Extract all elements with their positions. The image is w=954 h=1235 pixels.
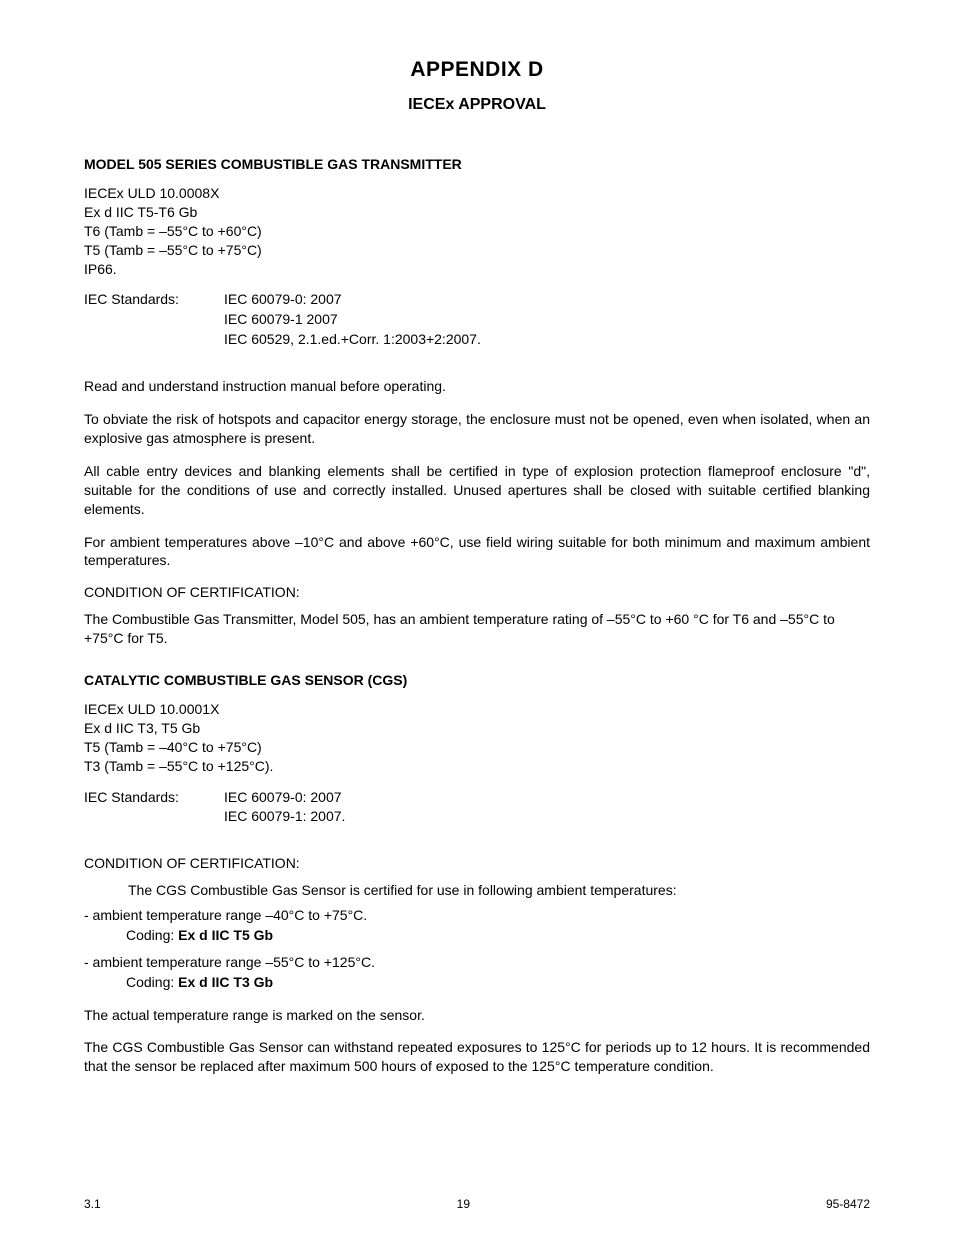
condition-text: The Combustible Gas Transmitter, Model 5… [84,610,870,648]
coding-value: Ex d IIC T5 Gb [178,927,273,943]
coding-line: Coding: Ex d IIC T3 Gb [84,974,870,990]
paragraph: For ambient temperatures above –10°C and… [84,533,870,571]
standards-label: IEC Standards: [84,788,224,827]
standards-values: IEC 60079-0: 2007 IEC 60079-1: 2007. [224,788,870,827]
subtitle: IECEx APPROVAL [84,96,870,114]
standards-label: IEC Standards: [84,290,224,349]
paragraph: The CGS Combustible Gas Sensor can withs… [84,1038,870,1076]
standards-values: IEC 60079-0: 2007 IEC 60079-1 2007 IEC 6… [224,290,870,349]
section2-specs: IECEx ULD 10.0001X Ex d IIC T3, T5 Gb T5… [84,700,870,776]
footer-page-number: 19 [457,1197,470,1211]
paragraph: The actual temperature range is marked o… [84,1006,870,1025]
section1-standards: IEC Standards: IEC 60079-0: 2007 IEC 600… [84,290,870,349]
condition-heading: CONDITION OF CERTIFICATION: [84,584,870,600]
paragraph: To obviate the risk of hotspots and capa… [84,410,870,448]
spec-line: Ex d IIC T5-T6 Gb [84,203,870,222]
condition-intro: The CGS Combustible Gas Sensor is certif… [84,881,870,900]
temp-range: - ambient temperature range –40°C to +75… [84,906,870,925]
appendix-title: APPENDIX D [84,58,870,82]
condition-heading: CONDITION OF CERTIFICATION: [84,855,870,871]
coding-label: Coding: [126,927,178,943]
footer-left: 3.1 [84,1197,101,1211]
paragraph: Read and understand instruction manual b… [84,377,870,396]
coding-label: Coding: [126,974,178,990]
footer-right: 95-8472 [826,1197,870,1211]
temp-range: - ambient temperature range –55°C to +12… [84,953,870,972]
spec-line: T5 (Tamb = –40°C to +75°C) [84,738,870,757]
section1-heading: MODEL 505 SERIES COMBUSTIBLE GAS TRANSMI… [84,156,870,172]
spec-line: T6 (Tamb = –55°C to +60°C) [84,222,870,241]
standard-item: IEC 60079-1 2007 [224,310,870,330]
paragraph: All cable entry devices and blanking ele… [84,462,870,519]
standard-item: IEC 60079-0: 2007 [224,788,870,808]
section2-heading: CATALYTIC COMBUSTIBLE GAS SENSOR (CGS) [84,672,870,688]
section1-specs: IECEx ULD 10.0008X Ex d IIC T5-T6 Gb T6 … [84,184,870,278]
coding-line: Coding: Ex d IIC T5 Gb [84,927,870,943]
spec-line: IP66. [84,260,870,279]
spec-line: Ex d IIC T3, T5 Gb [84,719,870,738]
spec-line: T5 (Tamb = –55°C to +75°C) [84,241,870,260]
page-footer: 3.1 19 95-8472 [84,1197,870,1211]
coding-value: Ex d IIC T3 Gb [178,974,273,990]
standard-item: IEC 60079-0: 2007 [224,290,870,310]
spec-line: IECEx ULD 10.0001X [84,700,870,719]
section2-standards: IEC Standards: IEC 60079-0: 2007 IEC 600… [84,788,870,827]
spec-line: IECEx ULD 10.0008X [84,184,870,203]
standard-item: IEC 60529, 2.1.ed.+Corr. 1:2003+2:2007. [224,330,870,350]
standard-item: IEC 60079-1: 2007. [224,807,870,827]
spec-line: T3 (Tamb = –55°C to +125°C). [84,757,870,776]
